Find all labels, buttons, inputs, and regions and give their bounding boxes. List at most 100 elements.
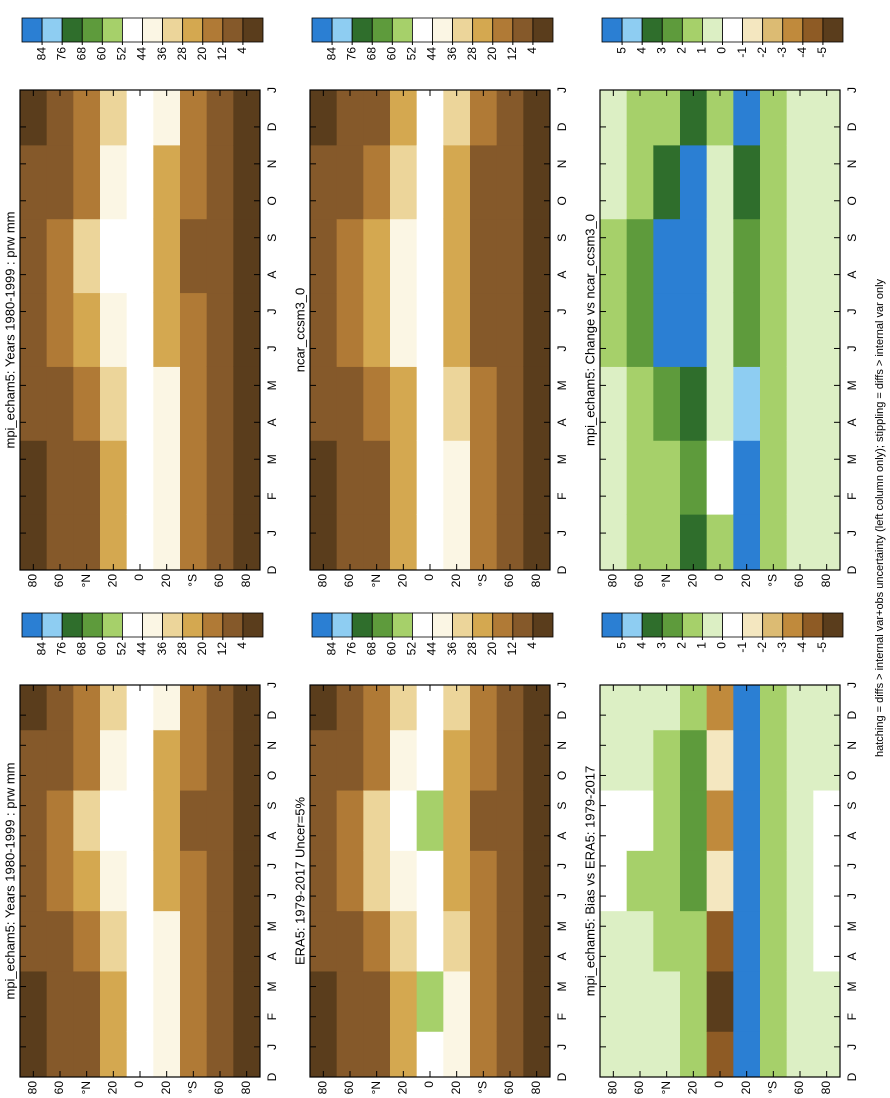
- x-tick-label: D: [845, 1072, 859, 1081]
- heatmap-cell: [813, 684, 841, 731]
- y-tick-label: 60: [502, 1081, 516, 1095]
- colorbar-box: [472, 612, 494, 638]
- heatmap-cell: [626, 366, 654, 441]
- colorbar-box: [351, 17, 373, 43]
- heatmap-cell: [813, 910, 841, 972]
- y-tick-label: 60: [342, 574, 356, 588]
- panel-title: mpi_echam5: Bias vs ERA5: 1979-2017: [582, 766, 597, 997]
- heatmap-cell: [180, 790, 208, 851]
- y-tick-label: 20: [106, 574, 120, 588]
- heatmap-cell: [523, 729, 551, 791]
- heatmap-cell: [680, 366, 708, 441]
- heatmap-cell: [470, 729, 498, 791]
- x-tick-label: J: [265, 863, 279, 869]
- colorbar-label: 68: [364, 47, 378, 61]
- heatmap-cell: [496, 218, 524, 294]
- colorbar-box: [331, 612, 353, 638]
- heatmap-cell: [363, 1031, 391, 1077]
- y-tick-label: 80: [606, 574, 620, 588]
- x-tick-label: M: [845, 454, 859, 464]
- x-tick-label: M: [845, 921, 859, 931]
- heatmap-cell: [706, 144, 734, 220]
- x-tick-label: F: [845, 1013, 859, 1020]
- heatmap-cell: [100, 1031, 128, 1077]
- heatmap-cell: [626, 729, 654, 791]
- heatmap-cell: [390, 144, 418, 220]
- heatmap-cell: [600, 144, 628, 220]
- colorbar-label: -2: [755, 642, 769, 653]
- heatmap-cell: [153, 729, 181, 791]
- heatmap-cell: [310, 440, 338, 515]
- heatmap-cell: [760, 1031, 788, 1077]
- heatmap-cell: [523, 1031, 551, 1077]
- heatmap-cell: [416, 729, 444, 791]
- heatmap-cell: [786, 292, 814, 367]
- heatmap-cell: [336, 89, 364, 146]
- heatmap-cell: [73, 910, 101, 972]
- x-tick-label: J: [555, 309, 569, 315]
- panel-title: mpi_echam5: Change vs ncar_ccsm3_0: [582, 214, 597, 446]
- colorbar-box: [21, 17, 43, 43]
- heatmap-cell: [180, 1031, 208, 1077]
- heatmap-cell: [363, 89, 391, 146]
- heatmap-cell: [310, 790, 338, 851]
- heatmap-cell: [73, 684, 101, 731]
- heatmap-cell: [600, 850, 628, 912]
- heatmap-cell: [126, 790, 154, 851]
- heatmap-cell: [680, 850, 708, 912]
- x-tick-label: M: [555, 982, 569, 992]
- heatmap-cell: [153, 89, 181, 146]
- heatmap-cell: [680, 1031, 708, 1077]
- colorbar-label: 60: [385, 47, 399, 61]
- heatmap-cell: [310, 144, 338, 220]
- heatmap-cell: [363, 440, 391, 515]
- colorbar-box: [621, 17, 643, 43]
- heatmap-cell: [496, 1031, 524, 1077]
- colorbar-label: 76: [344, 47, 358, 61]
- heatmap-cell: [390, 292, 418, 367]
- x-tick-label: J: [265, 893, 279, 899]
- heatmap-cell: [760, 850, 788, 912]
- heatmap-cell: [760, 366, 788, 441]
- heatmap-cell: [73, 366, 101, 441]
- x-tick-label: O: [845, 196, 859, 205]
- x-tick-label: A: [845, 418, 859, 426]
- heatmap-cell: [680, 970, 708, 1032]
- x-tick-label: M: [845, 982, 859, 992]
- y-tick-label: °S: [186, 1081, 200, 1094]
- colorbar-label: 84: [34, 47, 48, 61]
- y-tick-label: 0: [132, 574, 146, 581]
- colorbar-label: -3: [775, 642, 789, 653]
- heatmap-cell: [813, 366, 841, 441]
- heatmap-cell: [126, 366, 154, 441]
- heatmap-cell: [706, 729, 734, 791]
- heatmap-cell: [310, 684, 338, 731]
- y-tick-label: 80: [529, 1081, 543, 1095]
- heatmap-cell: [206, 910, 234, 972]
- heatmap-cell: [680, 218, 708, 294]
- colorbar-label: 52: [115, 47, 129, 61]
- heatmap-cell: [496, 366, 524, 441]
- heatmap-cell: [470, 1031, 498, 1077]
- heatmap-cell: [206, 366, 234, 441]
- heatmap-cell: [363, 790, 391, 851]
- colorbar-box: [702, 612, 723, 638]
- heatmap-cell: [73, 292, 101, 367]
- heatmap-cell: [100, 366, 128, 441]
- y-tick-label: 60: [792, 574, 806, 588]
- colorbar-label: 2: [675, 642, 689, 649]
- colorbar-box: [61, 612, 83, 638]
- x-tick-label: A: [845, 271, 859, 279]
- heatmap-cell: [600, 729, 628, 791]
- heatmap-cell: [786, 910, 814, 972]
- heatmap-cell: [626, 218, 654, 294]
- heatmap-cell: [706, 850, 734, 912]
- colorbar-box: [512, 17, 534, 43]
- heatmap-cell: [73, 1031, 101, 1077]
- colorbar-box: [182, 17, 204, 43]
- heatmap-cell: [206, 684, 234, 731]
- heatmap-cell: [336, 292, 364, 367]
- colorbar-label: 28: [175, 642, 189, 656]
- heatmap-cell: [470, 218, 498, 294]
- y-tick-label: 0: [712, 1081, 726, 1088]
